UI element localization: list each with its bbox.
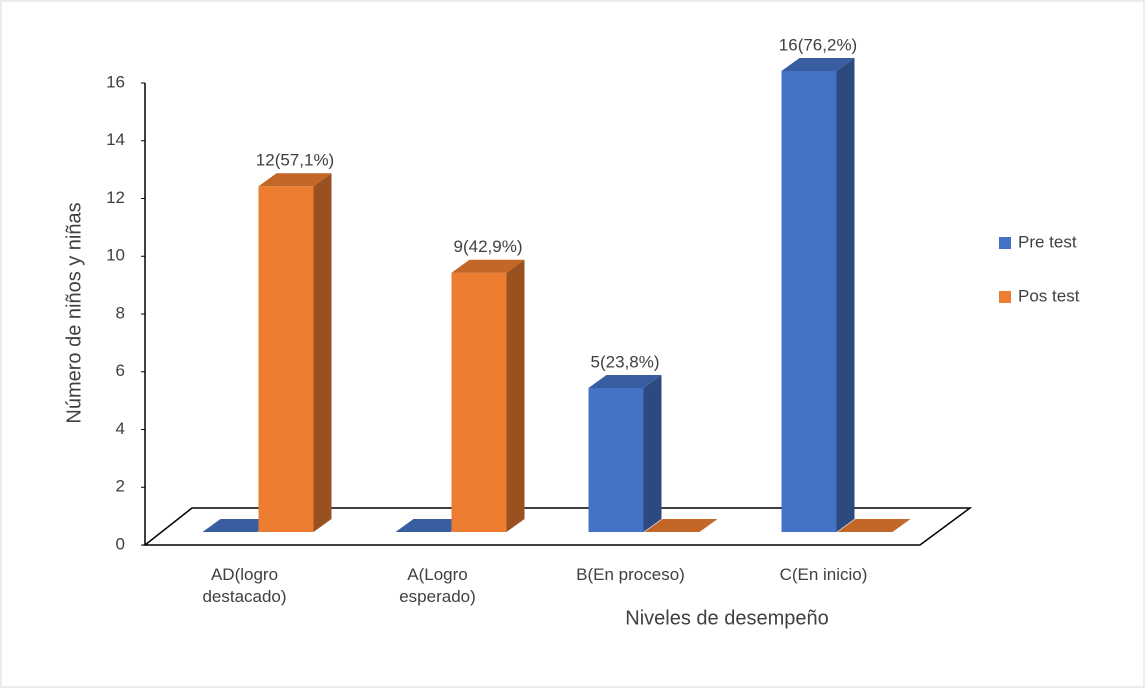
- y-tick-label: 0: [116, 534, 125, 553]
- data-label: 12(57,1%): [256, 151, 334, 170]
- legend-swatch: [999, 237, 1011, 249]
- y-tick-label: 12: [106, 188, 125, 207]
- y-tick-label: 14: [106, 130, 125, 149]
- y-tick-label: 6: [116, 361, 125, 380]
- bar: [395, 519, 469, 532]
- y-tick-label: 8: [116, 303, 125, 322]
- bar-face: [588, 374, 662, 388]
- y-tick-label: 10: [106, 246, 125, 265]
- bar: [202, 519, 276, 532]
- bar: [588, 374, 662, 532]
- x-axis-label: Niveles de desempeño: [625, 607, 828, 629]
- y-tick-label: 4: [116, 419, 125, 438]
- bar-face: [644, 519, 718, 532]
- bar-face: [313, 173, 332, 532]
- bar-face: [451, 259, 525, 273]
- bar-face: [781, 71, 837, 532]
- y-tick-label: 2: [116, 477, 125, 496]
- bar: [837, 519, 911, 532]
- x-tick-label: A(Logro esperado): [399, 565, 476, 606]
- data-label: 9(42,9%): [454, 237, 523, 256]
- bar-face: [395, 519, 469, 532]
- floor: [142, 507, 973, 546]
- legend-label: Pos test: [1018, 286, 1080, 305]
- bar-face: [837, 519, 911, 532]
- data-label: 5(23,8%): [591, 352, 660, 371]
- bar-face: [451, 272, 507, 532]
- bar-face: [781, 58, 855, 71]
- bar-face: [836, 58, 855, 532]
- x-tick-label: AD(logro destacado): [202, 565, 287, 606]
- bar: [781, 58, 855, 532]
- bar-face: [202, 519, 276, 532]
- legend-swatch: [999, 291, 1011, 303]
- bar: [644, 519, 718, 532]
- y-tick-label: 16: [106, 72, 125, 91]
- bar-face: [258, 186, 314, 532]
- x-tick-label: B(En proceso): [576, 565, 685, 584]
- y-axis-label: Número de niños y niñas: [63, 202, 85, 423]
- x-tick-label: C(En inicio): [779, 565, 868, 584]
- data-label: 16(76,2%): [779, 35, 857, 54]
- bar-face: [506, 259, 525, 532]
- bar-face: [643, 374, 662, 532]
- bar: [258, 173, 332, 532]
- legend-label: Pre test: [1018, 232, 1077, 251]
- bar: [451, 259, 525, 532]
- bar-face: [588, 387, 644, 532]
- bar-face: [258, 173, 332, 187]
